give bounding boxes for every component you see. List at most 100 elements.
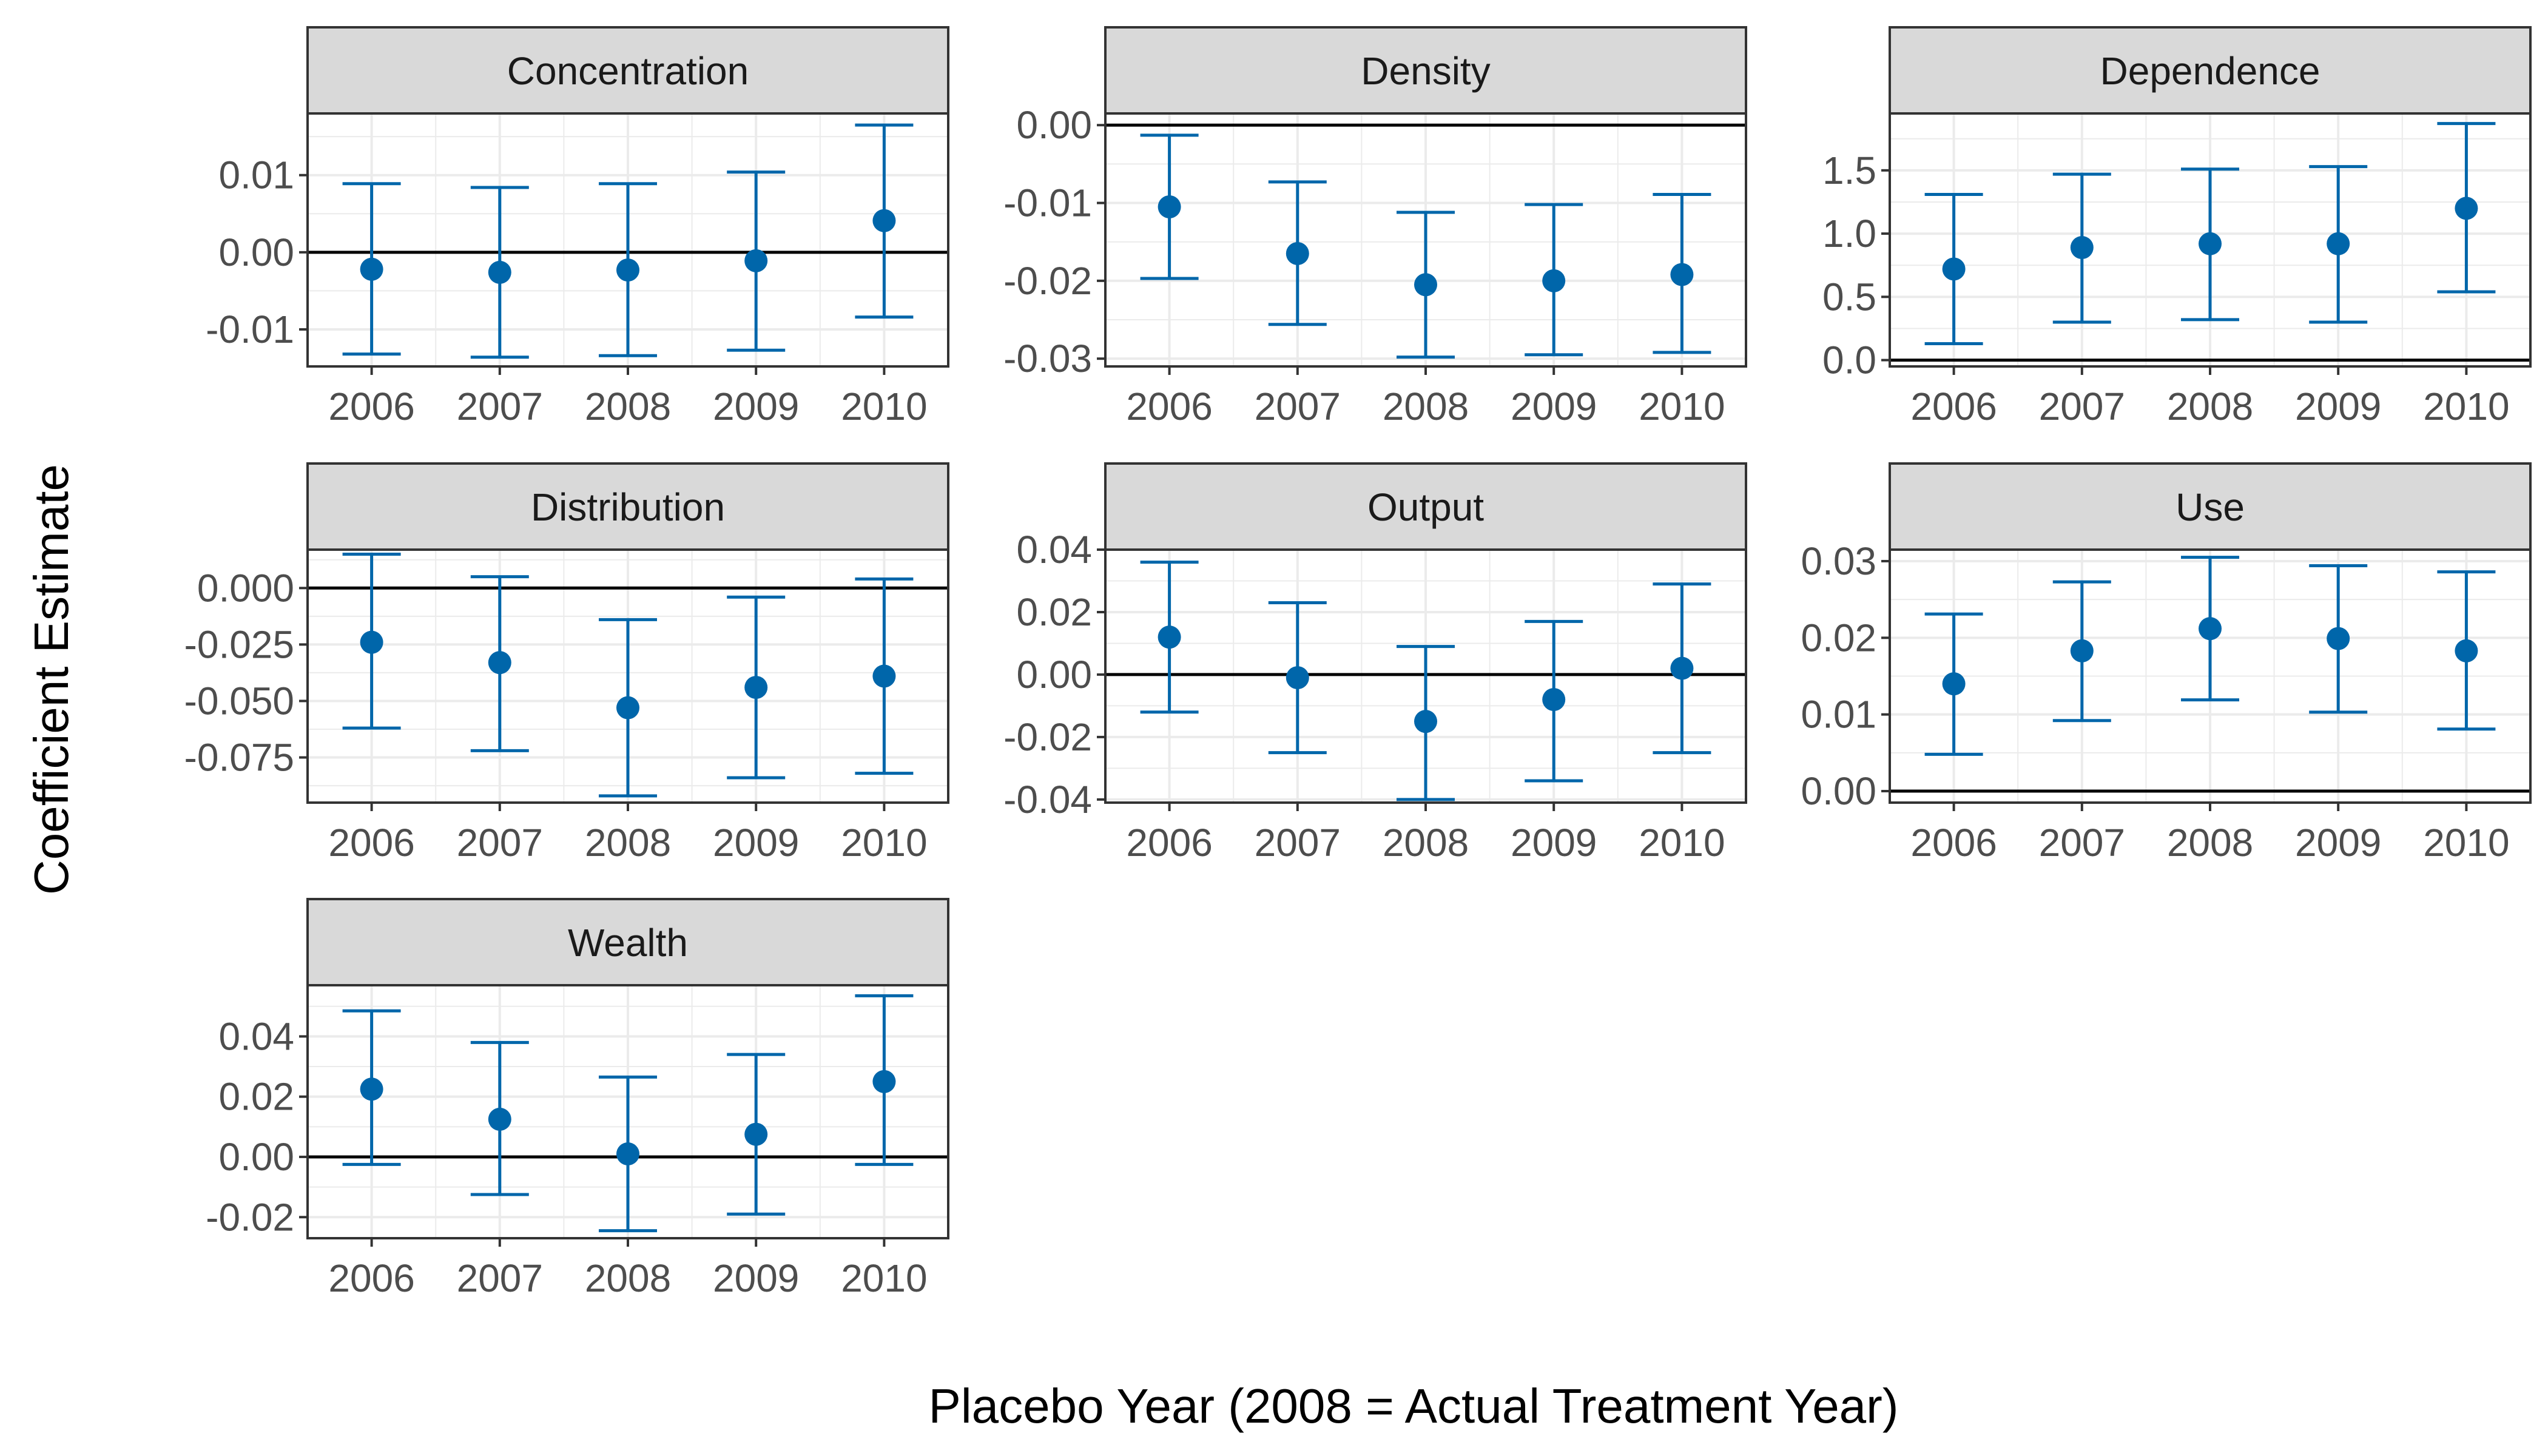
point-estimate-output-2007 <box>1286 666 1309 690</box>
y-tick-label: -0.02 <box>1003 259 1092 303</box>
facet-panel-dependence: Dependence 0.0 0.5 1.0 1.5 2006 2007 2008 2009 20… <box>1822 26 2532 428</box>
point-estimate-distribution-2006 <box>360 630 383 654</box>
x-tick-label: 2007 <box>1255 821 1341 864</box>
facet-strip-wealth <box>306 898 949 986</box>
y-tick-label: -0.04 <box>1003 778 1092 821</box>
facet-label-density: Density <box>1361 49 1490 93</box>
point-estimate-distribution-2010 <box>872 664 896 688</box>
x-tick-label: 2006 <box>1910 385 1997 428</box>
x-tick-label: 2006 <box>1126 385 1212 428</box>
facet-strip-output <box>1104 462 1747 551</box>
point-estimate-use-2007 <box>2070 639 2094 662</box>
facet-strip-concentration <box>306 26 949 115</box>
point-estimate-density-2007 <box>1286 241 1309 265</box>
y-tick-label: 0.00 <box>1016 653 1092 696</box>
y-tick-label: 0.000 <box>197 566 294 610</box>
y-tick-label: -0.02 <box>1003 715 1092 759</box>
x-tick-label: 2007 <box>457 1256 543 1300</box>
y-tick-label: 0.00 <box>1016 103 1092 147</box>
x-axis-title: Placebo Year (2008 = Actual Treatment Ye… <box>929 1379 1899 1433</box>
y-tick-label: 0.03 <box>1801 539 1876 583</box>
x-tick-label: 2010 <box>841 1256 927 1300</box>
y-tick-label: -0.01 <box>206 308 294 351</box>
point-estimate-dependence-2006 <box>1942 257 1966 281</box>
y-tick-label: -0.01 <box>1003 181 1092 225</box>
x-tick-label: 2008 <box>2167 385 2253 428</box>
point-estimate-use-2008 <box>2199 617 2222 641</box>
point-estimate-output-2008 <box>1414 710 1437 733</box>
point-estimate-wealth-2007 <box>488 1107 511 1131</box>
x-tick-label: 2008 <box>585 385 671 428</box>
facet-label-use: Use <box>2176 485 2245 529</box>
x-tick-label: 2008 <box>2167 821 2253 864</box>
point-estimate-density-2008 <box>1414 273 1437 297</box>
x-tick-label: 2009 <box>1511 821 1597 864</box>
x-tick-label: 2009 <box>2295 821 2381 864</box>
facet-label-distribution: Distribution <box>531 485 725 529</box>
x-tick-label: 2008 <box>1383 821 1469 864</box>
facet-label-output: Output <box>1367 485 1484 529</box>
point-estimate-wealth-2009 <box>744 1122 768 1146</box>
y-tick-label: 0.04 <box>1016 528 1092 571</box>
y-tick-label: -0.025 <box>184 622 294 666</box>
facet-strip-density <box>1104 26 1747 115</box>
facet-strip-dependence <box>1889 26 2532 115</box>
x-tick-label: 2006 <box>328 1256 414 1300</box>
point-estimate-density-2010 <box>1670 263 1694 286</box>
x-tick-label: 2009 <box>713 1256 799 1300</box>
x-tick-label: 2008 <box>1383 385 1469 428</box>
point-estimate-density-2006 <box>1158 195 1181 218</box>
x-tick-label: 2007 <box>1255 385 1341 428</box>
facet-panel-output: Output -0.04 -0.02 0.00 0.02 0.04 2006 2007 2008… <box>1003 462 1747 864</box>
x-tick-label: 2006 <box>328 385 414 428</box>
point-estimate-use-2010 <box>2455 639 2478 662</box>
x-tick-label: 2007 <box>2039 385 2125 428</box>
x-tick-label: 2008 <box>585 821 671 864</box>
point-estimate-output-2006 <box>1158 625 1181 649</box>
point-estimate-use-2006 <box>1942 672 1966 696</box>
y-tick-label: 0.02 <box>1016 590 1092 634</box>
facet-panel-density: Density -0.03 -0.02 -0.01 0.00 2006 2007 2008 20… <box>1003 26 1747 428</box>
y-tick-label: -0.075 <box>184 736 294 780</box>
facet-panel-distribution: Distribution -0.075 -0.050 -0.025 0.000 2006 2… <box>184 462 949 864</box>
point-estimate-dependence-2009 <box>2327 232 2350 255</box>
y-tick-label: -0.050 <box>184 679 294 723</box>
point-estimate-distribution-2007 <box>488 651 511 675</box>
y-tick-label: 1.5 <box>1822 149 1876 192</box>
facet-panel-wealth: Wealth -0.02 0.00 0.02 0.04 2006 2007 2008 2009 2… <box>206 898 949 1300</box>
x-tick-label: 2010 <box>2423 385 2509 428</box>
x-tick-label: 2007 <box>457 385 543 428</box>
point-estimate-output-2009 <box>1542 688 1566 712</box>
point-estimate-use-2009 <box>2327 627 2350 650</box>
point-estimate-distribution-2009 <box>744 676 768 699</box>
y-tick-label: 0.02 <box>1801 616 1876 659</box>
x-tick-label: 2006 <box>1126 821 1212 864</box>
facet-label-dependence: Dependence <box>2100 49 2320 93</box>
x-tick-label: 2010 <box>841 821 927 864</box>
x-tick-label: 2009 <box>713 821 799 864</box>
point-estimate-concentration-2009 <box>744 249 768 272</box>
point-estimate-wealth-2006 <box>360 1077 383 1101</box>
point-estimate-distribution-2008 <box>616 696 639 720</box>
point-estimate-output-2010 <box>1670 656 1694 680</box>
x-tick-label: 2010 <box>841 385 927 428</box>
point-estimate-dependence-2007 <box>2070 236 2094 260</box>
facet-panel-use: Use 0.00 0.01 0.02 0.03 2006 2007 2008 2009 2010 <box>1801 462 2532 864</box>
facet-label-wealth: Wealth <box>568 921 688 965</box>
point-estimate-concentration-2008 <box>616 258 639 282</box>
x-tick-label: 2009 <box>713 385 799 428</box>
x-tick-label: 2006 <box>328 821 414 864</box>
x-tick-label: 2007 <box>457 821 543 864</box>
y-tick-label: 0.00 <box>1801 769 1876 813</box>
point-estimate-concentration-2010 <box>872 209 896 232</box>
x-tick-label: 2008 <box>585 1256 671 1300</box>
point-estimate-dependence-2008 <box>2199 232 2222 255</box>
x-tick-label: 2010 <box>1639 385 1725 428</box>
point-estimate-wealth-2010 <box>872 1070 896 1093</box>
point-estimate-concentration-2006 <box>360 257 383 281</box>
y-axis-title: Coefficient Estimate <box>24 464 78 895</box>
point-estimate-density-2009 <box>1542 269 1566 292</box>
y-tick-label: 0.00 <box>218 231 294 274</box>
point-estimate-wealth-2008 <box>616 1142 639 1165</box>
